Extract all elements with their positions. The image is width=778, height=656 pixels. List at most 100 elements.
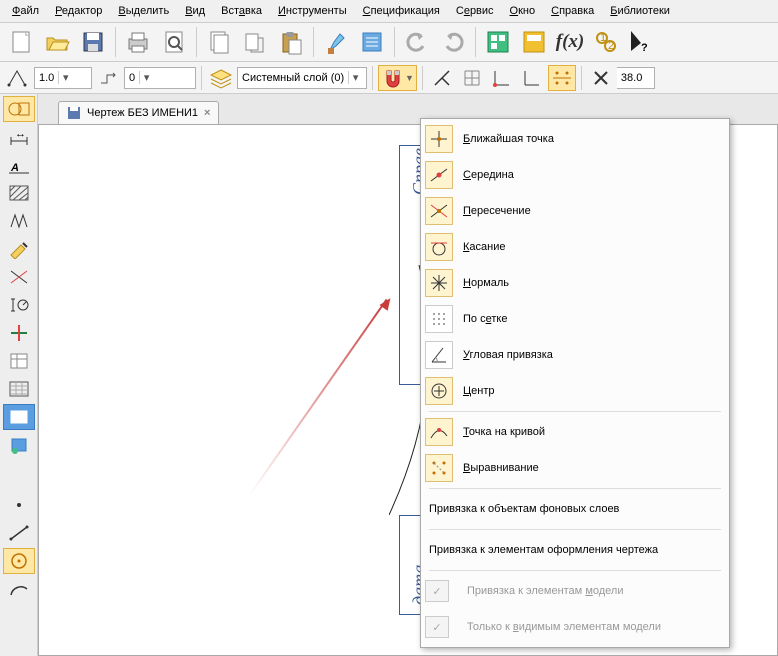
x-icon[interactable] xyxy=(587,65,615,91)
tool-param[interactable] xyxy=(3,264,35,290)
left-toolbar: ↔ A xyxy=(0,94,38,656)
properties-button[interactable] xyxy=(355,25,389,59)
refresh-button[interactable]: 12 xyxy=(589,25,623,59)
tool-measure[interactable] xyxy=(3,292,35,318)
document-tab[interactable]: Чертеж БЕЗ ИМЕНИ1 × xyxy=(58,101,219,124)
snap-toggle-button[interactable]: ▼ xyxy=(378,65,417,91)
save-icon xyxy=(67,106,81,120)
snap-label: Касание xyxy=(463,241,719,253)
snap-on-curve[interactable]: Точка на кривой xyxy=(421,414,729,450)
tool-rough[interactable] xyxy=(3,208,35,234)
open-button[interactable] xyxy=(40,25,74,59)
linewidth-combo[interactable]: 1.0▾ xyxy=(34,67,92,89)
grid-button[interactable] xyxy=(458,65,486,91)
tool-views[interactable] xyxy=(3,404,35,430)
tool-select[interactable] xyxy=(3,320,35,346)
tool-dimension[interactable]: ↔ xyxy=(3,124,35,150)
center-icon xyxy=(425,377,453,405)
snap-bg-layers[interactable]: Привязка к объектам фоновых слоев xyxy=(421,491,729,527)
brush-button[interactable] xyxy=(319,25,353,59)
snap-label: Привязка к элементам оформления чертежа xyxy=(429,544,719,556)
manager-button[interactable] xyxy=(481,25,515,59)
snap-label: Пересечение xyxy=(463,205,719,217)
tangent-icon xyxy=(425,233,453,261)
menu-service[interactable]: Сервис xyxy=(448,2,502,20)
new-button[interactable] xyxy=(4,25,38,59)
cut-button[interactable] xyxy=(202,25,236,59)
menu-edit[interactable]: Редактор xyxy=(47,2,110,20)
layer-combo[interactable]: Системный слой (0)▾ xyxy=(237,67,367,89)
preview-button[interactable] xyxy=(157,25,191,59)
menu-insert[interactable]: Вставка xyxy=(213,2,270,20)
menu-tools[interactable]: Инструменты xyxy=(270,2,355,20)
intersect-icon xyxy=(425,197,453,225)
tool-report[interactable] xyxy=(3,376,35,402)
menu-view[interactable]: Вид xyxy=(177,2,213,20)
angle-icon xyxy=(425,341,453,369)
snap-label: По сетке xyxy=(463,313,719,325)
tool-arc[interactable] xyxy=(3,576,35,602)
snap-label: Центр xyxy=(463,385,719,397)
tool-line[interactable] xyxy=(3,520,35,546)
snap-grid[interactable]: По сетке xyxy=(421,301,729,337)
check-icon: ✓ xyxy=(425,616,449,638)
svg-text:↔: ↔ xyxy=(15,128,26,140)
menu-select[interactable]: Выделить xyxy=(110,2,177,20)
menubar: Файл Редактор Выделить Вид Вставка Инстр… xyxy=(0,0,778,22)
menu-file[interactable]: Файл xyxy=(4,2,47,20)
snap-normal[interactable]: Нормаль xyxy=(421,265,729,301)
tool-text[interactable]: A xyxy=(3,152,35,178)
snap-label: Привязка к элементам модели xyxy=(467,585,719,597)
tab-close-button[interactable]: × xyxy=(204,107,210,119)
tool-edit[interactable] xyxy=(3,236,35,262)
snap-label: Только к видимым элементам модели xyxy=(467,621,719,633)
align-icon xyxy=(425,454,453,482)
snap-midpoint[interactable]: Середина xyxy=(421,157,729,193)
help-button[interactable]: ? xyxy=(625,25,659,59)
snap-intersection[interactable]: Пересечение xyxy=(421,193,729,229)
tool-insert[interactable] xyxy=(3,432,35,458)
snap-visible-only: ✓ Только к видимым элементам модели xyxy=(421,609,729,645)
snap-design-elements[interactable]: Привязка к элементам оформления чертежа xyxy=(421,532,729,568)
snap-label: Угловая привязка xyxy=(463,349,719,361)
oncurve-icon xyxy=(425,418,453,446)
save-button[interactable] xyxy=(76,25,110,59)
nearest-icon xyxy=(425,125,453,153)
snap-alignment[interactable]: Выравнивание xyxy=(421,450,729,486)
undo-button[interactable] xyxy=(400,25,434,59)
snap-nearest[interactable]: Ближайшая точка xyxy=(421,121,729,157)
svg-text:2: 2 xyxy=(608,40,614,52)
angle-combo[interactable]: 38.0 xyxy=(617,67,655,89)
snap-tangent[interactable]: Касание xyxy=(421,229,729,265)
tool-circle[interactable] xyxy=(3,548,35,574)
snap-dots-button[interactable] xyxy=(548,65,576,91)
fx-button[interactable]: f(x) xyxy=(553,25,587,59)
snap-dropdown-menu: Ближайшая точка Середина Пересечение Кас… xyxy=(420,118,730,648)
print-button[interactable] xyxy=(121,25,155,59)
tool-spec[interactable] xyxy=(3,348,35,374)
step-button[interactable] xyxy=(94,65,122,91)
perp-button[interactable] xyxy=(428,65,456,91)
redo-button[interactable] xyxy=(436,25,470,59)
tool-geometry[interactable] xyxy=(3,96,35,122)
tool-point[interactable] xyxy=(3,492,35,518)
tool-hatch[interactable] xyxy=(3,180,35,206)
menu-libraries[interactable]: Библиотеки xyxy=(602,2,678,20)
magnet-icon xyxy=(381,67,405,89)
spin-combo[interactable]: 0▾ xyxy=(124,67,196,89)
normal-icon xyxy=(425,269,453,297)
snap-label: Ближайшая точка xyxy=(463,133,719,145)
variables-button[interactable] xyxy=(517,25,551,59)
round-button[interactable] xyxy=(518,65,546,91)
snap-angular[interactable]: Угловая привязка xyxy=(421,337,729,373)
copy-button[interactable] xyxy=(238,25,272,59)
menu-help[interactable]: Справка xyxy=(543,2,602,20)
menu-spec[interactable]: Спецификация xyxy=(355,2,448,20)
menu-window[interactable]: Окно xyxy=(502,2,544,20)
snap-label: Выравнивание xyxy=(463,462,719,474)
linestyle-button[interactable] xyxy=(4,65,32,91)
ortho-button[interactable] xyxy=(488,65,516,91)
snap-center[interactable]: Центр xyxy=(421,373,729,409)
paste-button[interactable] xyxy=(274,25,308,59)
layers-button[interactable] xyxy=(207,65,235,91)
